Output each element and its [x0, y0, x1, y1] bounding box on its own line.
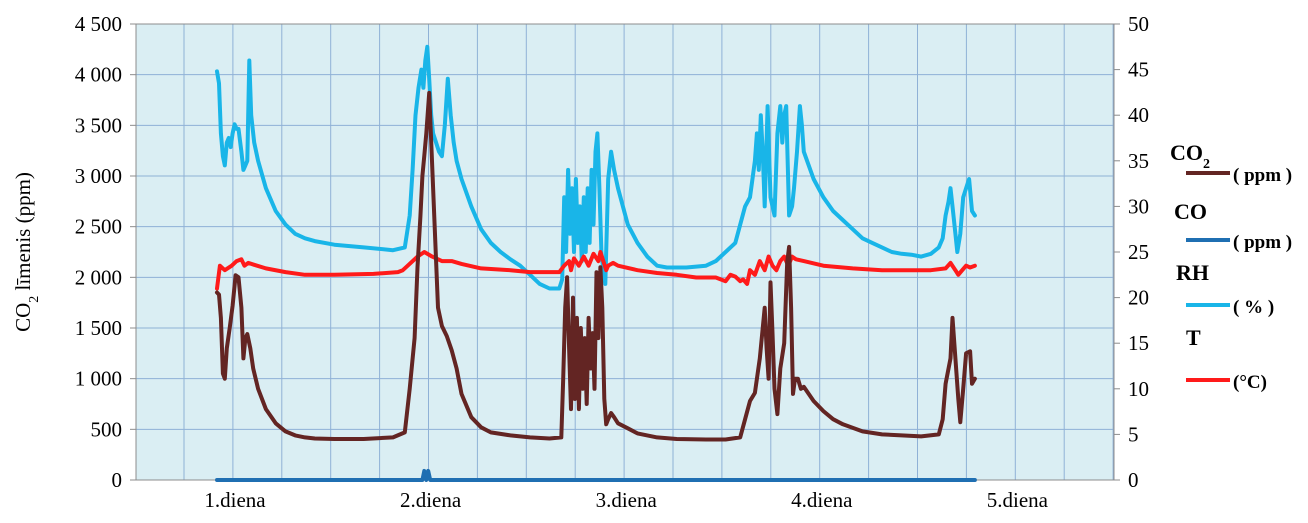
x-tick-label: 1.diena: [204, 488, 266, 512]
legend-unit-co2: ( ppm ): [1233, 165, 1292, 186]
left-axis-ticks: 0 500 1 000 1 500 2 000 2 500 3 000 3 500 4 000 4…: [75, 12, 136, 492]
right-tick-label: 20: [1128, 286, 1149, 310]
legend-name-co: CO: [1174, 199, 1207, 224]
right-tick-label: 35: [1128, 149, 1149, 173]
left-tick-label: 500: [91, 417, 123, 441]
x-tick-label: 4.diena: [791, 488, 853, 512]
left-tick-label: 0: [112, 468, 123, 492]
legend: CO2 ( ppm ) CO ( ppm ) RH ( % ) T (°C): [1170, 140, 1292, 393]
right-tick-label: 15: [1128, 331, 1149, 355]
x-axis-ticks: 1.diena 2.diena 3.diena 4.diena 5.diena: [204, 488, 1048, 512]
legend-name-co2: CO2: [1170, 140, 1210, 172]
y-axis-label: CO2 līmenis (ppm): [11, 172, 42, 332]
series-line-co: [215, 468, 977, 482]
y-axis-label-subscript: 2: [27, 296, 42, 303]
right-tick-label: 5: [1128, 422, 1139, 446]
right-tick-label: 0: [1128, 468, 1139, 492]
left-tick-label: 3 000: [75, 164, 122, 188]
series-line-rh: [215, 44, 977, 291]
right-tick-label: 40: [1128, 103, 1149, 127]
right-tick-label: 45: [1128, 58, 1149, 82]
legend-unit-t: (°C): [1233, 372, 1267, 393]
left-tick-label: 4 500: [75, 12, 122, 36]
left-tick-label: 4 000: [75, 63, 122, 87]
series-line-t: [215, 250, 977, 291]
right-tick-label: 50: [1128, 12, 1149, 36]
series-layer: [215, 44, 977, 482]
left-tick-label: 2 000: [75, 265, 122, 289]
right-tick-label: 30: [1128, 194, 1149, 218]
legend-subscript-co2: 2: [1203, 157, 1210, 172]
plot-background: [136, 24, 1114, 480]
series-line-co2: [215, 90, 977, 442]
legend-name-rh: RH: [1176, 260, 1209, 285]
legend-name-t: T: [1186, 325, 1201, 350]
legend-unit-co: ( ppm ): [1233, 232, 1292, 253]
grid-lines: [136, 23, 1114, 481]
right-tick-label: 25: [1128, 240, 1149, 264]
y-axis-label-main: CO: [11, 303, 35, 332]
y-axis-label-rest: līmenis (ppm): [11, 172, 35, 296]
legend-unit-rh: ( % ): [1233, 297, 1274, 318]
x-tick-label: 2.diena: [400, 488, 462, 512]
left-tick-label: 1 000: [75, 367, 122, 391]
right-axis-ticks: 0 5 10 15 20 25 30 35 40 45 50: [1114, 12, 1149, 492]
left-tick-label: 3 500: [75, 113, 122, 137]
left-tick-label: 2 500: [75, 215, 122, 239]
right-tick-label: 10: [1128, 377, 1149, 401]
left-tick-label: 1 500: [75, 316, 122, 340]
x-tick-label: 5.diena: [987, 488, 1049, 512]
x-tick-label: 3.diena: [596, 488, 658, 512]
